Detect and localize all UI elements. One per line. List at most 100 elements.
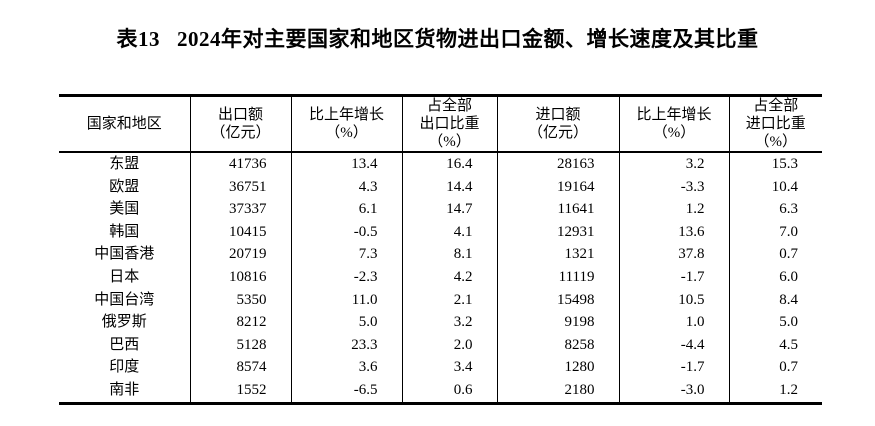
- export-share-cell: 16.4: [402, 152, 498, 176]
- country-cell: 南非: [59, 378, 191, 404]
- import-share-cell: 10.4: [771, 178, 798, 195]
- table-body: 东盟 41736 13.4 16.4 28163 3.2 15.3 欧盟 36751 4.3 14.…: [59, 152, 822, 404]
- import-share-cell: 1.2: [779, 381, 798, 398]
- trade-table: 国家和地区 出口额 （亿元） 比上年增长 （%） 占全部 出口比重 （%） 进口…: [59, 94, 822, 405]
- export-value-cell: 5350: [190, 288, 292, 312]
- table-row: 俄罗斯 8212 5.0 3.2 9198 1.0 5.0: [59, 311, 822, 334]
- export-value-cell: 20719: [190, 243, 292, 266]
- country-cell: 美国: [59, 198, 191, 221]
- export-value-cell: 8212: [190, 311, 292, 334]
- table-row: 欧盟 36751 4.3 14.4 19164 -3.3 10.4: [59, 175, 822, 199]
- country-cell: 日本: [59, 265, 191, 289]
- import-value-cell: 19164: [497, 175, 620, 199]
- import-value-cell: 2180: [497, 378, 620, 404]
- header-export-value: 出口额 （亿元）: [190, 95, 292, 153]
- import-growth-cell: 13.6: [619, 220, 730, 244]
- export-share-cell: 0.6: [402, 378, 498, 404]
- export-growth-cell: -2.3: [291, 265, 403, 289]
- table-row: 日本 10816 -2.3 4.2 11119 -1.7 6.0: [59, 265, 822, 289]
- export-value-cell: 10415: [190, 220, 292, 244]
- export-growth-cell: -6.5: [291, 378, 403, 404]
- table-row: 巴西 5128 23.3 2.0 8258 -4.4 4.5: [59, 333, 822, 357]
- export-share-cell: 4.2: [402, 265, 498, 289]
- export-growth-cell: 3.6: [291, 356, 403, 379]
- export-growth-cell: 5.0: [291, 311, 403, 334]
- export-growth-cell: 4.3: [291, 175, 403, 199]
- import-growth-cell: 10.5: [619, 288, 730, 312]
- import-share-cell: 0.7: [779, 359, 798, 376]
- table-row: 中国台湾 5350 11.0 2.1 15498 10.5 8.4: [59, 288, 822, 312]
- table-row: 南非 1552 -6.5 0.6 2180 -3.0 1.2: [59, 378, 822, 404]
- export-value-cell: 1552: [190, 378, 292, 404]
- import-value-cell: 11641: [497, 198, 620, 221]
- import-growth-cell: -1.7: [619, 356, 730, 379]
- export-value-cell: 37337: [190, 198, 292, 221]
- export-share-cell: 2.1: [402, 288, 498, 312]
- import-share-cell: 5.0: [779, 314, 798, 331]
- header-export-share: 占全部 出口比重 （%）: [402, 95, 498, 153]
- country-cell: 俄罗斯: [59, 311, 191, 334]
- import-growth-cell: -1.7: [619, 265, 730, 289]
- export-share-cell: 2.0: [402, 333, 498, 357]
- export-share-cell: 14.7: [402, 198, 498, 221]
- import-share-cell: 6.0: [779, 268, 798, 285]
- export-share-cell: 4.1: [402, 220, 498, 244]
- table-row: 印度 8574 3.6 3.4 1280 -1.7 0.7: [59, 356, 822, 379]
- country-cell: 中国台湾: [59, 288, 191, 312]
- import-growth-cell: 3.2: [619, 152, 730, 176]
- table-row: 美国 37337 6.1 14.7 11641 1.2 6.3: [59, 198, 822, 221]
- import-share-cell: 0.7: [779, 246, 798, 263]
- header-import-value: 进口额 （亿元）: [497, 95, 620, 153]
- import-growth-cell: 1.0: [619, 311, 730, 334]
- country-cell: 东盟: [59, 152, 191, 176]
- import-value-cell: 28163: [497, 152, 620, 176]
- table-row: 东盟 41736 13.4 16.4 28163 3.2 15.3: [59, 152, 822, 176]
- export-share-cell: 3.2: [402, 311, 498, 334]
- import-growth-cell: 1.2: [619, 198, 730, 221]
- export-growth-cell: 11.0: [291, 288, 403, 312]
- export-share-cell: 3.4: [402, 356, 498, 379]
- header-import-growth: 比上年增长 （%）: [619, 95, 730, 153]
- trade-table-container: 国家和地区 出口额 （亿元） 比上年增长 （%） 占全部 出口比重 （%） 进口…: [59, 94, 822, 405]
- header-import-share: 占全部 进口比重 （%）: [729, 95, 822, 153]
- country-cell: 欧盟: [59, 175, 191, 199]
- import-value-cell: 11119: [497, 265, 620, 289]
- import-growth-cell: 37.8: [619, 243, 730, 266]
- table-header: 国家和地区 出口额 （亿元） 比上年增长 （%） 占全部 出口比重 （%） 进口…: [59, 95, 822, 153]
- import-value-cell: 8258: [497, 333, 620, 357]
- import-growth-cell: -3.0: [619, 378, 730, 404]
- export-growth-cell: 23.3: [291, 333, 403, 357]
- import-growth-cell: -4.4: [619, 333, 730, 357]
- country-cell: 韩国: [59, 220, 191, 244]
- export-share-cell: 8.1: [402, 243, 498, 266]
- header-country: 国家和地区: [59, 95, 191, 153]
- export-growth-cell: 6.1: [291, 198, 403, 221]
- export-value-cell: 36751: [190, 175, 292, 199]
- header-export-growth: 比上年增长 （%）: [291, 95, 403, 153]
- import-share-cell: 6.3: [779, 201, 798, 218]
- export-growth-cell: -0.5: [291, 220, 403, 244]
- import-share-cell: 15.3: [771, 156, 798, 172]
- country-cell: 印度: [59, 356, 191, 379]
- header-row: 国家和地区 出口额 （亿元） 比上年增长 （%） 占全部 出口比重 （%） 进口…: [59, 95, 822, 153]
- export-value-cell: 41736: [190, 152, 292, 176]
- export-growth-cell: 7.3: [291, 243, 403, 266]
- export-value-cell: 8574: [190, 356, 292, 379]
- export-value-cell: 5128: [190, 333, 292, 357]
- import-value-cell: 9198: [497, 311, 620, 334]
- table-row: 中国香港 20719 7.3 8.1 1321 37.8 0.7: [59, 243, 822, 266]
- table-title-text: 2024年对主要国家和地区货物进出口金额、增长速度及其比重: [177, 27, 759, 51]
- table-row: 韩国 10415 -0.5 4.1 12931 13.6 7.0: [59, 220, 822, 244]
- import-growth-cell: -3.3: [619, 175, 730, 199]
- table-number-label: 表13: [116, 27, 160, 51]
- export-share-cell: 14.4: [402, 175, 498, 199]
- import-value-cell: 1321: [497, 243, 620, 266]
- import-value-cell: 15498: [497, 288, 620, 312]
- import-share-cell: 8.4: [779, 291, 798, 308]
- import-value-cell: 12931: [497, 220, 620, 244]
- export-growth-cell: 13.4: [291, 152, 403, 176]
- import-share-cell: 7.0: [779, 223, 798, 240]
- country-cell: 中国香港: [59, 243, 191, 266]
- export-value-cell: 10816: [190, 265, 292, 289]
- import-value-cell: 1280: [497, 356, 620, 379]
